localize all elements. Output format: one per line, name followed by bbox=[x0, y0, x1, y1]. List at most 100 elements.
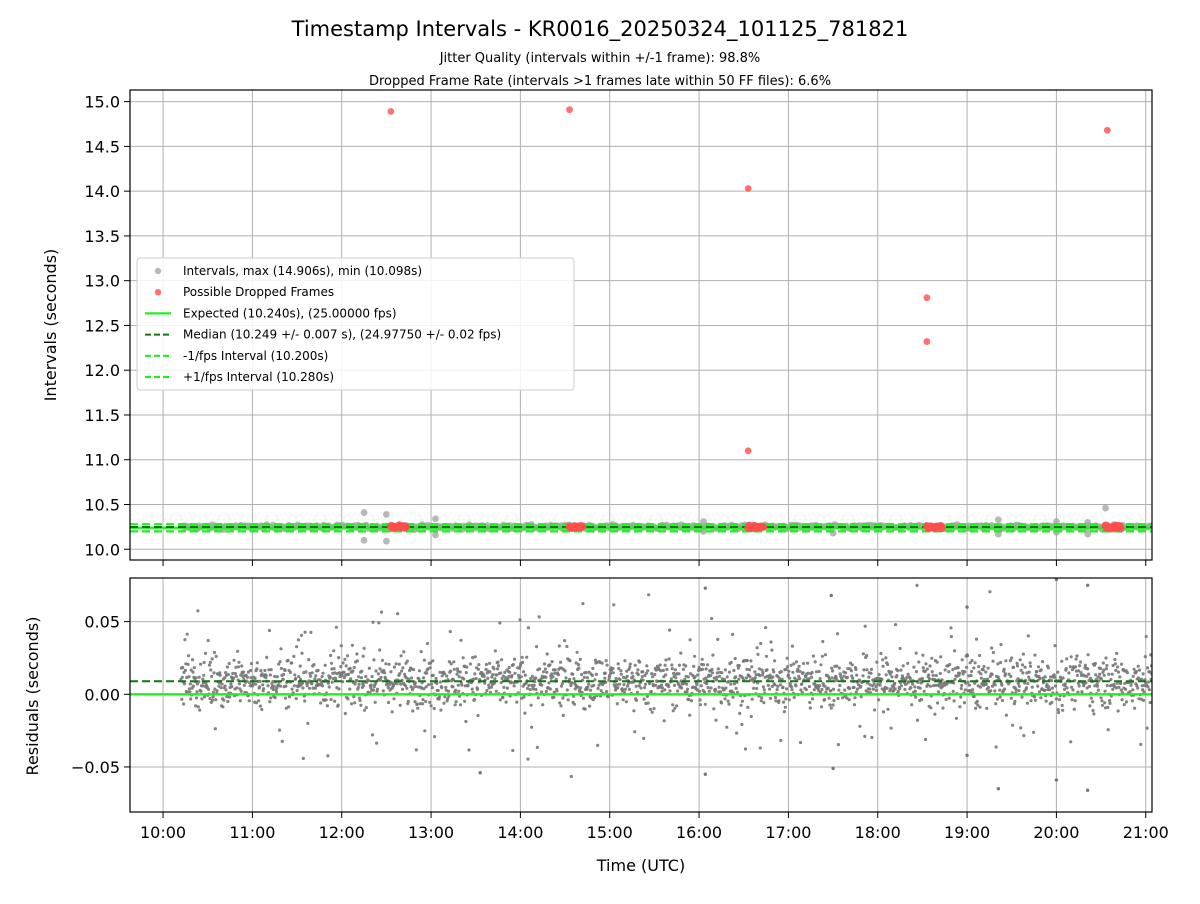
residual-point bbox=[367, 666, 371, 670]
residual-point bbox=[492, 681, 497, 685]
residual-point bbox=[1060, 703, 1064, 708]
residual-point bbox=[661, 668, 665, 673]
residual-point bbox=[1028, 664, 1033, 668]
residual-point bbox=[212, 650, 216, 655]
residual-point bbox=[1115, 681, 1119, 685]
residual-point bbox=[928, 664, 932, 668]
residual-point bbox=[1104, 656, 1108, 660]
dropped-frame-point bbox=[387, 108, 395, 115]
residual-point bbox=[409, 676, 413, 680]
residual-point bbox=[496, 664, 501, 668]
residual-point bbox=[965, 654, 970, 658]
residual-point bbox=[438, 670, 442, 674]
residual-point bbox=[501, 696, 505, 700]
residual-point bbox=[1136, 664, 1140, 668]
residual-point bbox=[714, 687, 718, 691]
residual-point bbox=[364, 706, 368, 710]
residual-point bbox=[226, 699, 230, 704]
residual-point bbox=[862, 668, 866, 672]
residual-point bbox=[234, 674, 238, 678]
residual-point bbox=[1026, 681, 1030, 686]
top-y-tick-label-1: 10.5 bbox=[84, 495, 120, 514]
residual-point bbox=[362, 684, 366, 688]
residual-point bbox=[305, 684, 309, 688]
residual-point bbox=[405, 659, 409, 663]
residual-point bbox=[777, 676, 782, 681]
residual-point bbox=[714, 718, 718, 722]
residual-point bbox=[738, 711, 742, 716]
residual-point bbox=[762, 688, 766, 692]
residual-point bbox=[187, 687, 191, 691]
residual-point bbox=[790, 688, 794, 692]
residual-point bbox=[357, 682, 361, 686]
residual-point bbox=[1134, 669, 1138, 674]
residual-point bbox=[476, 713, 480, 718]
bottom-plot-area bbox=[130, 578, 1152, 792]
residual-outlier bbox=[831, 766, 835, 771]
residual-point bbox=[413, 700, 417, 704]
residual-point bbox=[820, 687, 824, 692]
residual-point bbox=[466, 684, 470, 688]
x-tick-label-10: 20:00 bbox=[1033, 823, 1079, 842]
residual-point bbox=[985, 706, 989, 711]
residual-point bbox=[898, 687, 902, 691]
residual-outlier bbox=[1054, 578, 1059, 582]
residual-point bbox=[802, 661, 806, 666]
residual-point bbox=[212, 671, 216, 675]
residual-point bbox=[788, 682, 792, 686]
residual-point bbox=[406, 699, 410, 704]
bottom-panel-frame bbox=[129, 577, 1153, 813]
residual-point bbox=[758, 674, 762, 678]
residual-point bbox=[775, 688, 779, 692]
residual-point bbox=[1062, 687, 1067, 692]
dropped-frame-points bbox=[386, 106, 1125, 533]
residual-point bbox=[439, 708, 443, 712]
residual-point bbox=[463, 699, 467, 703]
residual-point bbox=[398, 672, 402, 676]
residual-point bbox=[210, 674, 214, 679]
top-grid bbox=[130, 90, 1152, 560]
residual-point bbox=[685, 687, 690, 691]
residual-point bbox=[768, 673, 772, 677]
residual-point bbox=[670, 663, 674, 667]
residual-point bbox=[565, 644, 569, 649]
residual-point bbox=[1099, 677, 1104, 681]
residual-point bbox=[1110, 672, 1114, 676]
residual-point bbox=[951, 689, 955, 693]
residual-point bbox=[917, 660, 921, 664]
residual-point bbox=[794, 684, 798, 688]
residual-point bbox=[353, 701, 357, 705]
residual-point bbox=[1103, 689, 1107, 693]
residual-point bbox=[1043, 688, 1047, 692]
residual-point bbox=[1053, 675, 1057, 679]
residual-point bbox=[821, 639, 825, 644]
residual-point bbox=[1085, 674, 1089, 678]
residual-point bbox=[196, 705, 200, 709]
residual-point bbox=[254, 701, 258, 705]
residual-point bbox=[507, 674, 511, 679]
residual-point bbox=[1077, 669, 1081, 673]
residual-point bbox=[223, 684, 227, 688]
residual-point bbox=[604, 659, 608, 663]
residual-point bbox=[526, 757, 530, 761]
x-tick-label-9: 19:00 bbox=[944, 823, 990, 842]
residual-point bbox=[298, 664, 302, 668]
residual-point bbox=[904, 682, 908, 686]
residual-point bbox=[910, 703, 914, 707]
residual-point bbox=[820, 654, 825, 658]
residual-point bbox=[1069, 655, 1073, 659]
residual-point bbox=[1019, 726, 1023, 730]
residual-points bbox=[179, 578, 1152, 792]
residual-point bbox=[183, 638, 187, 642]
residual-point bbox=[428, 666, 432, 670]
residual-point bbox=[832, 699, 836, 703]
residual-point bbox=[292, 684, 296, 688]
dropped-frame-point bbox=[923, 338, 931, 345]
bottom-y-tick-label-0: −0.05 bbox=[71, 758, 120, 777]
residual-point bbox=[1149, 653, 1152, 657]
residual-point bbox=[1038, 676, 1042, 681]
legend-label-1: Possible Dropped Frames bbox=[183, 285, 334, 299]
residual-point bbox=[977, 665, 981, 669]
residual-point bbox=[417, 669, 421, 673]
residual-point bbox=[1144, 634, 1148, 639]
